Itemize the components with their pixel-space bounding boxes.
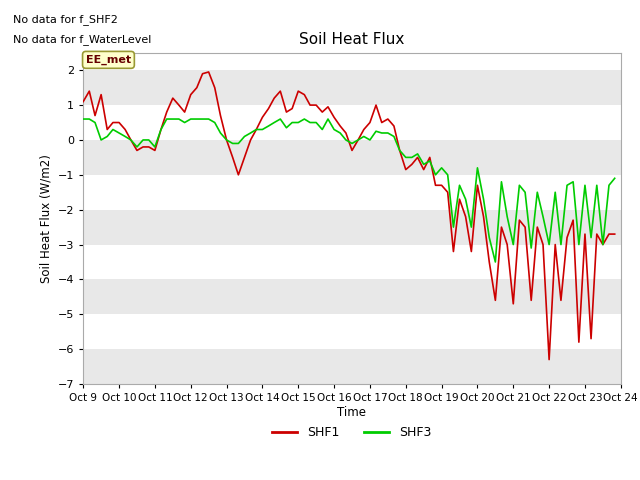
SHF3 — [539, 214, 547, 219]
Bar — [83, 105, 621, 140]
SHF1 — [151, 147, 159, 153]
SHF3 — [449, 224, 457, 230]
SHF3 — [79, 116, 87, 122]
SHF1 — [205, 69, 212, 75]
SHF3 — [527, 245, 535, 251]
SHF1 — [611, 231, 618, 237]
SHF1 — [545, 357, 553, 362]
Text: No data for f_WaterLevel: No data for f_WaterLevel — [13, 34, 151, 45]
SHF1 — [247, 137, 255, 143]
Title: Soil Heat Flux: Soil Heat Flux — [300, 33, 404, 48]
Bar — [83, 244, 621, 279]
Text: No data for f_SHF2: No data for f_SHF2 — [13, 14, 118, 25]
Bar — [83, 140, 621, 175]
Line: SHF1: SHF1 — [83, 72, 614, 360]
SHF3 — [241, 133, 248, 139]
Text: EE_met: EE_met — [86, 55, 131, 65]
Bar — [83, 70, 621, 105]
SHF1 — [527, 298, 535, 303]
Bar — [83, 175, 621, 210]
SHF3 — [593, 182, 600, 188]
Bar — [83, 279, 621, 314]
SHF3 — [151, 144, 159, 150]
Bar — [83, 210, 621, 244]
Bar — [83, 349, 621, 384]
SHF1 — [456, 196, 463, 202]
SHF1 — [79, 99, 87, 105]
SHF1 — [539, 241, 547, 247]
Bar — [83, 314, 621, 349]
Line: SHF3: SHF3 — [83, 119, 614, 262]
Legend: SHF1, SHF3: SHF1, SHF3 — [267, 421, 437, 444]
X-axis label: Time: Time — [337, 406, 367, 419]
Y-axis label: Soil Heat Flux (W/m2): Soil Heat Flux (W/m2) — [39, 154, 52, 283]
SHF3 — [611, 175, 618, 181]
SHF1 — [599, 241, 607, 247]
SHF3 — [492, 259, 499, 265]
